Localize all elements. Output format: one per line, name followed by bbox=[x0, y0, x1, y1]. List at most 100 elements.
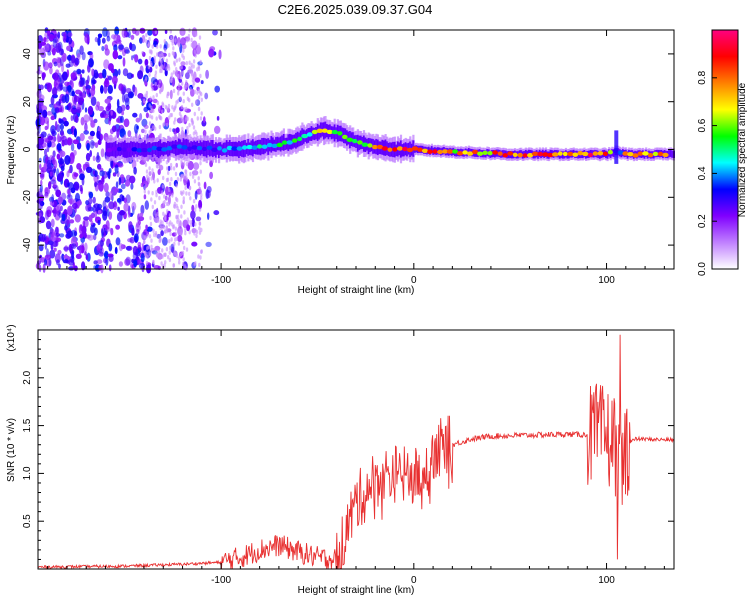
ridge-band bbox=[265, 138, 268, 152]
noise-blob bbox=[185, 106, 188, 112]
ridge-core bbox=[552, 152, 559, 157]
noise-blob bbox=[197, 95, 201, 100]
noise-blob bbox=[63, 120, 69, 127]
noise-blob bbox=[109, 190, 114, 200]
noise-blob bbox=[207, 212, 210, 220]
ridge-core bbox=[477, 151, 484, 156]
noise-blob bbox=[133, 258, 138, 268]
noise-blob bbox=[190, 66, 193, 71]
noise-blob bbox=[167, 170, 170, 176]
noise-blob bbox=[97, 210, 102, 215]
noise-blob bbox=[81, 69, 85, 74]
ridge-core bbox=[286, 140, 293, 145]
noise-blob bbox=[144, 129, 147, 134]
noise-blob bbox=[42, 263, 46, 273]
noise-blob bbox=[162, 237, 168, 246]
noise-blob bbox=[162, 211, 165, 216]
noise-blob bbox=[38, 94, 45, 101]
spectrogram-xlabel: Height of straight line (km) bbox=[298, 285, 415, 296]
noise-blob bbox=[68, 54, 71, 63]
noise-blob bbox=[86, 142, 90, 151]
x-tick-label: 100 bbox=[598, 275, 615, 286]
noise-blob bbox=[66, 218, 69, 227]
noise-blob bbox=[191, 174, 195, 179]
noise-blob bbox=[184, 227, 187, 232]
noise-blob bbox=[93, 265, 97, 270]
noise-blob bbox=[64, 225, 68, 231]
noise-blob bbox=[184, 266, 188, 271]
ridge-band bbox=[501, 150, 504, 158]
noise-blob bbox=[168, 257, 172, 263]
noise-blob bbox=[95, 104, 100, 111]
ridge-core bbox=[361, 142, 369, 147]
noise-blob bbox=[98, 251, 104, 257]
noise-blob bbox=[205, 69, 210, 79]
noise-blob bbox=[74, 57, 80, 66]
noise-blob bbox=[177, 235, 183, 242]
noise-blob bbox=[200, 192, 203, 198]
noise-blob bbox=[175, 196, 178, 202]
noise-blob bbox=[131, 201, 137, 211]
noise-blob bbox=[41, 73, 45, 81]
noise-blob bbox=[96, 151, 100, 161]
noise-blob bbox=[52, 150, 56, 158]
noise-blob bbox=[165, 186, 170, 196]
noise-blob bbox=[179, 96, 182, 101]
noise-blob bbox=[151, 204, 154, 210]
noise-blob bbox=[42, 109, 48, 119]
noise-blob bbox=[206, 186, 212, 193]
noise-blob bbox=[180, 104, 184, 110]
noise-blob bbox=[57, 196, 64, 204]
noise-blob bbox=[164, 29, 168, 34]
noise-blob bbox=[179, 252, 182, 258]
noise-blob bbox=[88, 214, 93, 222]
noise-blob bbox=[145, 76, 148, 81]
noise-blob bbox=[89, 150, 92, 157]
ridge-core bbox=[316, 128, 324, 133]
noise-blob bbox=[180, 65, 183, 70]
noise-blob bbox=[167, 64, 170, 69]
noise-blob bbox=[114, 246, 118, 255]
noise-blob bbox=[100, 148, 105, 158]
noise-blob bbox=[174, 231, 177, 236]
ridge-core bbox=[597, 151, 604, 156]
noise-blob bbox=[151, 86, 154, 92]
noise-blob bbox=[38, 84, 44, 90]
ridge-core bbox=[642, 151, 649, 156]
noise-blob bbox=[198, 35, 202, 40]
noise-blob bbox=[175, 127, 180, 134]
noise-blob bbox=[182, 91, 185, 96]
noise-blob bbox=[101, 37, 106, 44]
noise-blob bbox=[104, 196, 111, 203]
noise-blob bbox=[137, 241, 142, 247]
noise-blob bbox=[164, 48, 167, 53]
noise-blob bbox=[182, 99, 185, 104]
noise-blob bbox=[97, 248, 100, 254]
noise-blob bbox=[121, 195, 125, 202]
noise-blob bbox=[140, 182, 144, 188]
noise-blob bbox=[182, 199, 185, 205]
noise-blob bbox=[194, 190, 198, 200]
noise-blob bbox=[175, 183, 178, 188]
noise-blob bbox=[174, 104, 177, 109]
ridge-spike bbox=[614, 130, 619, 164]
noise-blob bbox=[148, 121, 152, 126]
spectrogram-ylabel: Frequency (Hz) bbox=[6, 116, 17, 185]
noise-blob bbox=[187, 33, 191, 39]
noise-blob bbox=[189, 171, 192, 177]
noise-blob bbox=[189, 196, 192, 201]
noise-blob bbox=[144, 200, 149, 210]
noise-blob bbox=[56, 259, 60, 266]
noise-blob bbox=[214, 85, 220, 93]
noise-blob bbox=[195, 233, 198, 239]
noise-blob bbox=[194, 207, 197, 213]
noise-blob bbox=[204, 92, 209, 100]
noise-blob bbox=[154, 70, 158, 75]
noise-blob bbox=[208, 48, 215, 58]
noise-blob bbox=[99, 239, 104, 247]
noise-blob bbox=[157, 169, 161, 175]
ridge-core bbox=[202, 146, 207, 152]
noise-blob bbox=[167, 165, 171, 171]
noise-blob bbox=[62, 55, 66, 63]
noise-blob bbox=[190, 62, 193, 67]
